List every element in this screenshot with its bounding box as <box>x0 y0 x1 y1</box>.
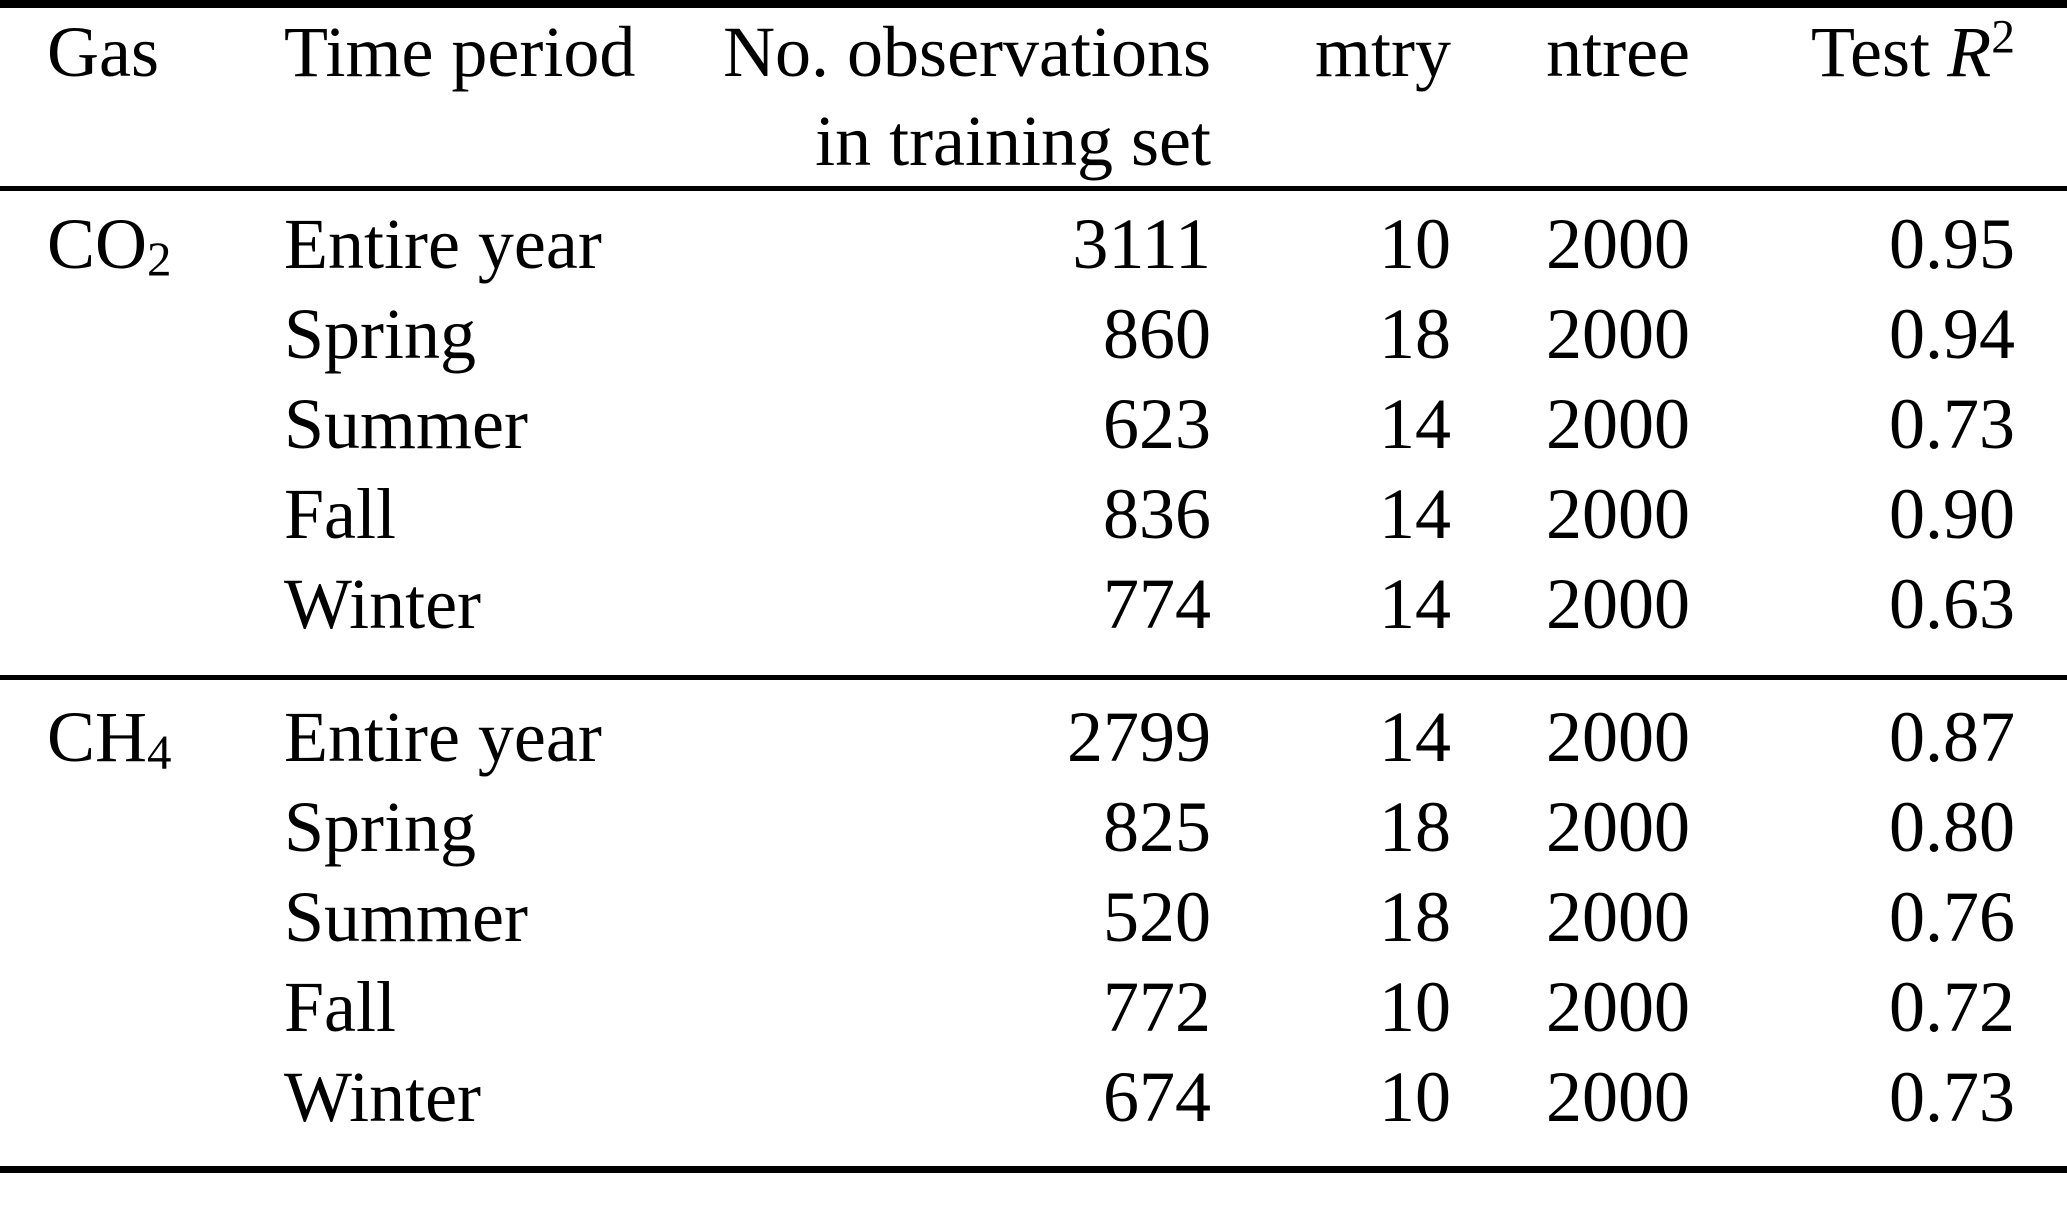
table-row: Summer 520 18 2000 0.76 <box>0 872 2067 962</box>
gas-label-co2: CO2 <box>0 189 284 678</box>
cell-test-r2: 0.95 <box>1889 204 2015 284</box>
cell-ntree: 2000 <box>1546 294 1690 374</box>
gas-label-ch4: CH4 <box>0 678 284 1170</box>
gas-subscript: 2 <box>147 231 172 287</box>
table-row: Spring 860 18 2000 0.94 <box>0 289 2067 379</box>
header-ntree-label: ntree <box>1546 12 1690 92</box>
cell-test-r2: 0.76 <box>1889 877 2015 957</box>
table-row: CH4 Entire year 2799 14 2000 0.87 <box>0 678 2067 783</box>
table-row: Winter 674 10 2000 0.73 <box>0 1052 2067 1170</box>
cell-ntree: 2000 <box>1546 384 1690 464</box>
header-test-r2-symbol: R <box>1947 12 1992 92</box>
cell-test-r2: 0.90 <box>1889 474 2015 554</box>
header-row: Gas Time period No. observations in trai… <box>0 4 2067 189</box>
cell-ntree: 2000 <box>1546 1057 1690 1137</box>
cell-test-r2: 0.87 <box>1889 697 2015 777</box>
cell-test-r2: 0.94 <box>1889 294 2015 374</box>
cell-test-r2: 0.73 <box>1889 1057 2015 1137</box>
cell-mtry: 10 <box>1379 967 1451 1047</box>
cell-observations: 836 <box>1103 474 1211 554</box>
cell-mtry: 10 <box>1379 1057 1451 1137</box>
cell-time-period: Winter <box>284 564 482 644</box>
gas-formula: CH <box>47 697 148 777</box>
cell-ntree: 2000 <box>1546 697 1690 777</box>
header-test-r2-superscript: 2 <box>1991 11 2015 64</box>
table-row: Fall 836 14 2000 0.90 <box>0 469 2067 559</box>
cell-mtry: 14 <box>1379 697 1451 777</box>
cell-test-r2: 0.73 <box>1889 384 2015 464</box>
cell-observations: 772 <box>1103 967 1211 1047</box>
cell-observations: 774 <box>1103 564 1211 644</box>
cell-mtry: 18 <box>1379 877 1451 957</box>
cell-time-period: Fall <box>284 474 397 554</box>
cell-test-r2: 0.80 <box>1889 787 2015 867</box>
cell-mtry: 18 <box>1379 294 1451 374</box>
cell-ntree: 2000 <box>1546 877 1690 957</box>
cell-ntree: 2000 <box>1546 204 1690 284</box>
header-test-r2-prefix: Test <box>1811 12 1930 92</box>
cell-time-period: Winter <box>284 1057 482 1137</box>
cell-time-period: Spring <box>284 294 477 374</box>
header-observations-line1: No. observations <box>723 12 1211 92</box>
cell-time-period: Fall <box>284 967 397 1047</box>
header-ntree: ntree <box>1451 4 1690 189</box>
table-row: Winter 774 14 2000 0.63 <box>0 559 2067 678</box>
cell-time-period: Summer <box>284 877 528 957</box>
cell-time-period: Entire year <box>284 204 602 284</box>
cell-ntree: 2000 <box>1546 967 1690 1047</box>
cell-time-period: Entire year <box>284 697 602 777</box>
cell-observations: 674 <box>1103 1057 1211 1137</box>
cell-mtry: 14 <box>1379 564 1451 644</box>
cell-ntree: 2000 <box>1546 474 1690 554</box>
table-row: CO2 Entire year 3111 10 2000 0.95 <box>0 189 2067 290</box>
cell-mtry: 14 <box>1379 474 1451 554</box>
cell-observations: 623 <box>1103 384 1211 464</box>
header-mtry: mtry <box>1211 4 1451 189</box>
rf-model-results-table: Gas Time period No. observations in trai… <box>0 0 2067 1173</box>
cell-mtry: 14 <box>1379 384 1451 464</box>
section-co2: CO2 Entire year 3111 10 2000 0.95 Spring… <box>0 189 2067 678</box>
cell-mtry: 18 <box>1379 787 1451 867</box>
cell-observations: 825 <box>1103 787 1211 867</box>
cell-test-r2: 0.72 <box>1889 967 2015 1047</box>
cell-time-period: Spring <box>284 787 477 867</box>
header-gas-label: Gas <box>47 12 159 92</box>
cell-ntree: 2000 <box>1546 787 1690 867</box>
cell-observations: 3111 <box>1072 204 1211 284</box>
header-observations-line2: in training set <box>815 101 1211 181</box>
header-gas: Gas <box>0 4 284 189</box>
cell-observations: 520 <box>1103 877 1211 957</box>
gas-subscript: 4 <box>147 724 172 780</box>
section-ch4: CH4 Entire year 2799 14 2000 0.87 Spring… <box>0 678 2067 1170</box>
gas-formula: CO <box>47 204 148 284</box>
header-time-period-label: Time period <box>284 12 636 92</box>
header-test-r2: Test R2 <box>1690 4 2067 189</box>
cell-test-r2: 0.63 <box>1889 564 2015 644</box>
cell-mtry: 10 <box>1379 204 1451 284</box>
table-header: Gas Time period No. observations in trai… <box>0 4 2067 189</box>
cell-observations: 2799 <box>1067 697 1211 777</box>
cell-observations: 860 <box>1103 294 1211 374</box>
table-row: Fall 772 10 2000 0.72 <box>0 962 2067 1052</box>
header-time-period: Time period <box>284 4 664 189</box>
table-row: Spring 825 18 2000 0.80 <box>0 782 2067 872</box>
cell-ntree: 2000 <box>1546 564 1690 644</box>
header-mtry-label: mtry <box>1315 12 1451 92</box>
table-row: Summer 623 14 2000 0.73 <box>0 379 2067 469</box>
cell-time-period: Summer <box>284 384 528 464</box>
header-observations: No. observations in training set <box>664 4 1211 189</box>
